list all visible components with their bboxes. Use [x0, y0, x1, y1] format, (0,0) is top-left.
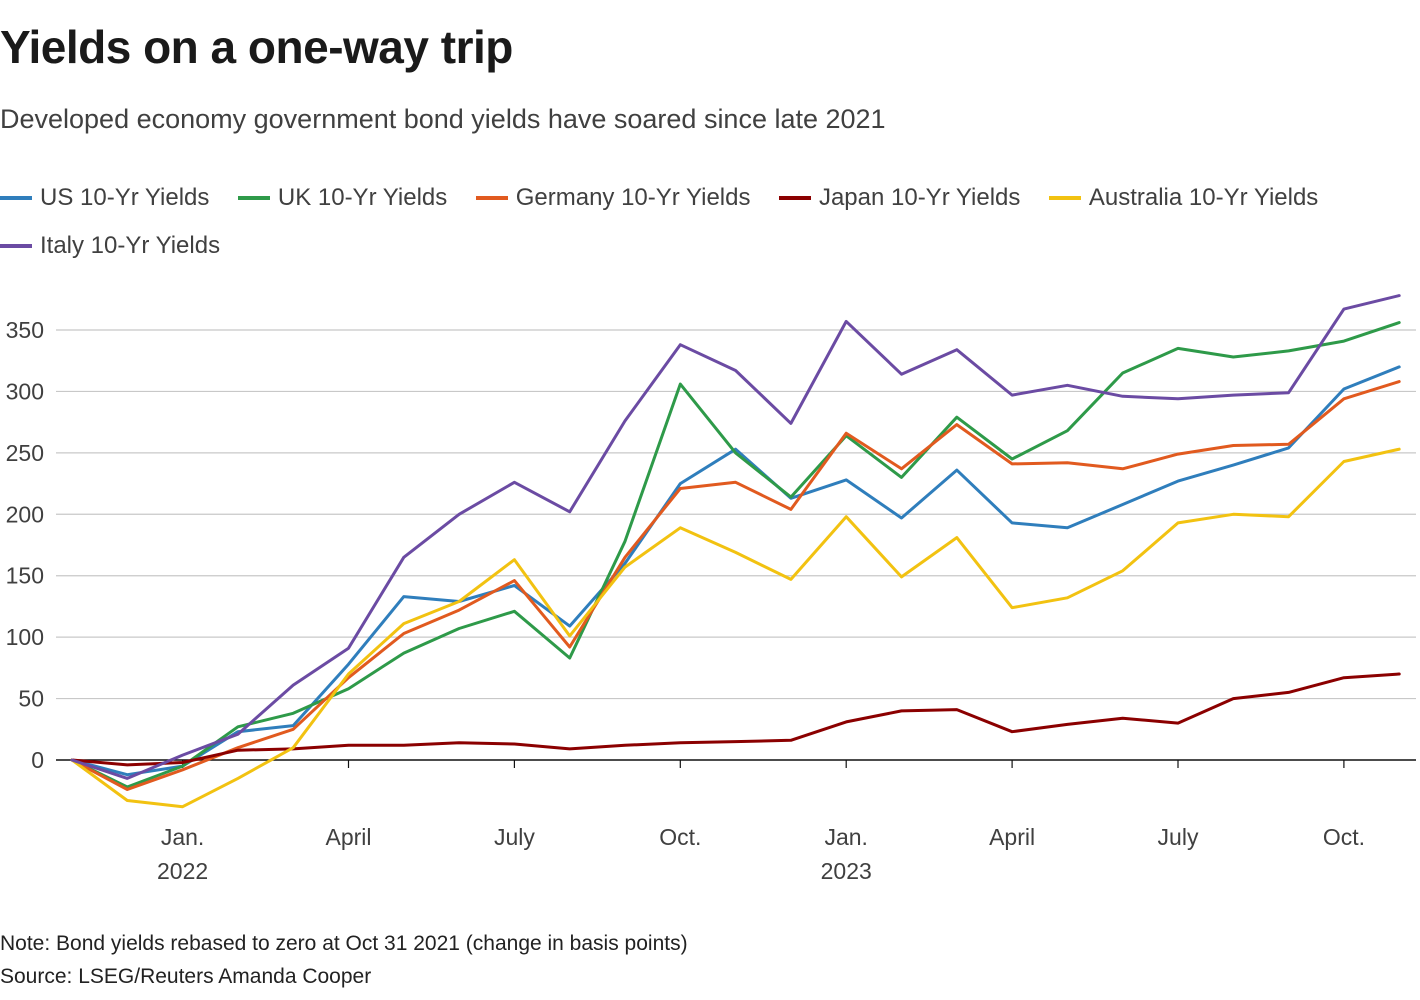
- y-tick-label: 300: [6, 378, 44, 404]
- legend-swatch-japan: [778, 196, 811, 200]
- legend-item-germany[interactable]: Germany 10-Yr Yields: [475, 184, 751, 212]
- y-tick-label: 100: [6, 624, 44, 650]
- x-tick-label: Oct.: [1323, 824, 1365, 850]
- x-year-label: 2023: [821, 858, 872, 884]
- y-tick-label: 350: [6, 317, 44, 343]
- series-line-australia-10-yr-yields: [70, 447, 1401, 809]
- y-tick-label: 150: [6, 563, 44, 589]
- series-line-us-10-yr-yields: [70, 365, 1401, 777]
- series-line-germany-10-yr-yields: [70, 380, 1401, 791]
- chart-subtitle: Developed economy government bond yields…: [0, 104, 886, 134]
- legend-label-australia: Australia 10-Yr Yields: [1088, 184, 1319, 211]
- series-line-italy-10-yr-yields: [70, 294, 1401, 780]
- legend-swatch-australia: [1048, 196, 1081, 200]
- y-tick-label: 250: [6, 440, 44, 466]
- x-tick-label: April: [989, 824, 1035, 850]
- legend-item-uk[interactable]: UK 10-Yr Yields: [237, 184, 448, 212]
- x-tick-label: Oct.: [659, 824, 701, 850]
- x-axis: Jan. 2022 April July Oct. Jan. 2023 April July Oc…: [157, 760, 1365, 884]
- series-line-uk-10-yr-yields: [70, 321, 1401, 789]
- legend-item-italy[interactable]: Italy 10-Yr Yields: [0, 232, 220, 260]
- legend-item-australia[interactable]: Australia 10-Yr Yields: [1048, 184, 1319, 212]
- y-axis: 0 50 100 150 200 250 300 350: [6, 317, 44, 773]
- x-year-label: 2022: [157, 858, 208, 884]
- chart-source: Source: LSEG/Reuters Amanda Cooper: [0, 965, 372, 988]
- legend-swatch-uk: [237, 196, 270, 200]
- x-tick-label: July: [1158, 824, 1199, 850]
- y-tick-label: 200: [6, 501, 44, 527]
- legend-item-japan[interactable]: Japan 10-Yr Yields: [778, 184, 1021, 212]
- legend-label-uk: UK 10-Yr Yields: [277, 184, 448, 211]
- y-tick-label: 0: [31, 747, 44, 773]
- legend-label-us: US 10-Yr Yields: [40, 184, 210, 211]
- series-layer: [70, 294, 1401, 809]
- legend-label-germany: Germany 10-Yr Yields: [515, 184, 751, 211]
- grid-layer: [56, 329, 1416, 761]
- legend-item-us[interactable]: US 10-Yr Yields: [0, 184, 209, 212]
- x-tick-label: Jan.: [824, 824, 867, 850]
- legend-label-italy: Italy 10-Yr Yields: [40, 232, 221, 259]
- legend-row-1: US 10-Yr Yields UK 10-Yr Yields Germany …: [0, 184, 1342, 218]
- x-tick-label: Jan.: [161, 824, 204, 850]
- legend-row-2: Italy 10-Yr Yields: [0, 232, 244, 266]
- chart-note: Note: Bond yields rebased to zero at Oct…: [0, 932, 688, 955]
- legend-label-japan: Japan 10-Yr Yields: [818, 184, 1021, 211]
- line-chart: Jan. 2022 April July Oct. Jan. 2023 April July Oc…: [6, 294, 1416, 884]
- legend-swatch-us: [0, 196, 32, 200]
- chart-title: Yields on a one-way trip: [0, 21, 513, 73]
- legend-swatch-germany: [475, 196, 508, 200]
- y-tick-label: 50: [18, 686, 44, 712]
- x-tick-label: April: [325, 824, 371, 850]
- legend-swatch-italy: [0, 244, 32, 248]
- x-tick-label: July: [494, 824, 535, 850]
